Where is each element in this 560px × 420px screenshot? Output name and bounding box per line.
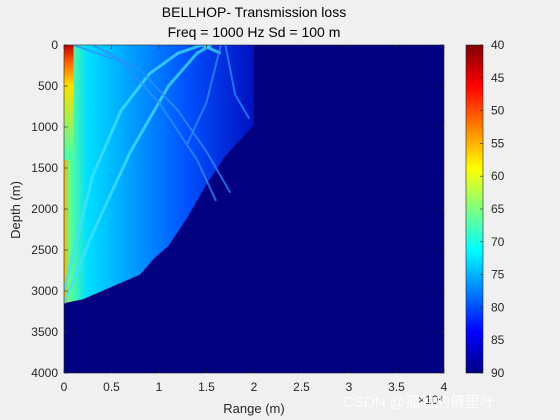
caustic-arc <box>73 45 217 202</box>
caustic-arc <box>64 45 222 292</box>
x-tick-label: 1.5 <box>198 380 215 394</box>
colorbar: 40 45 50 55 60 65 70 75 80 85 90 <box>465 38 505 380</box>
x-tick-label: 4 <box>441 380 448 394</box>
y-tick-label: 1000 <box>31 120 58 134</box>
insonified-field <box>64 45 254 304</box>
y-tick-label: 3500 <box>31 325 58 339</box>
x-tick-label: 1 <box>156 380 163 394</box>
colorbar-tick-label: 40 <box>491 38 505 52</box>
colorbar-tick-label: 85 <box>491 333 505 347</box>
x-axis: 0 0.5 1 1.5 2 2.5 3 3.5 4 <box>61 45 448 394</box>
y-tick-label: 500 <box>38 79 58 93</box>
near-source-band <box>64 45 74 160</box>
chart-subtitle: Freq = 1000 Hz Sd = 100 m <box>168 24 341 40</box>
x-axis-label: Range (m) <box>223 401 284 416</box>
chart-title: BELLHOP- Transmission loss <box>162 4 346 20</box>
y-tick-label: 0 <box>51 38 58 52</box>
y-tick-label: 4000 <box>31 366 58 380</box>
x-axis-exponent: ×10⁴ <box>418 393 444 407</box>
colorbar-tick-label: 50 <box>491 104 505 118</box>
caustic-arc <box>224 45 251 120</box>
y-tick-label: 2500 <box>31 243 58 257</box>
y-axis: 0 500 1000 1500 2000 2500 3000 3500 4000 <box>31 38 444 380</box>
colorbar-tick-label: 90 <box>491 366 505 380</box>
colorbar-tick-label: 65 <box>491 202 505 216</box>
x-tick-label: 2 <box>251 380 258 394</box>
watermark-text: CSDN @孤独的傅里叶 <box>343 394 495 411</box>
caustic-arc <box>64 45 213 304</box>
colorbar-tick-label: 70 <box>491 235 505 249</box>
caustic-arc <box>92 45 232 194</box>
x-tick-label: 0 <box>61 380 68 394</box>
caustic-arcs <box>64 45 251 304</box>
y-axis-label: Depth (m) <box>8 181 23 239</box>
colorbar-tick-label: 45 <box>491 71 505 85</box>
colorbar-tick-label: 80 <box>491 300 505 314</box>
y-tick-label: 1500 <box>31 161 58 175</box>
caustic-arc <box>186 45 222 144</box>
x-tick-label: 2.5 <box>293 380 310 394</box>
colorbar-tick-label: 60 <box>491 169 505 183</box>
y-tick-label: 3000 <box>31 284 58 298</box>
x-tick-label: 0.5 <box>103 380 120 394</box>
x-tick-label: 3 <box>346 380 353 394</box>
plot-area <box>64 45 444 373</box>
y-tick-label: 2000 <box>31 202 58 216</box>
colorbar-tick-label: 75 <box>491 268 505 282</box>
x-tick-label: 3.5 <box>388 380 405 394</box>
colorbar-tick-label: 55 <box>491 136 505 150</box>
colorbar-ticks: 40 45 50 55 60 65 70 75 80 85 90 <box>480 38 505 380</box>
